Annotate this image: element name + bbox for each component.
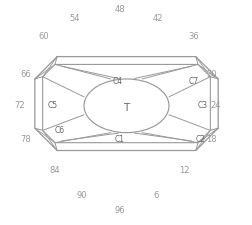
Text: C5: C5 — [47, 101, 57, 110]
Text: C1: C1 — [114, 135, 124, 144]
Text: C3: C3 — [197, 101, 207, 110]
Text: 18: 18 — [205, 135, 216, 144]
Text: T: T — [123, 103, 129, 113]
Text: 12: 12 — [179, 166, 189, 175]
Text: 84: 84 — [49, 166, 60, 175]
Text: 48: 48 — [114, 5, 124, 14]
Text: 36: 36 — [187, 32, 198, 41]
Text: 42: 42 — [152, 14, 162, 23]
Text: 60: 60 — [38, 32, 49, 41]
Text: 54: 54 — [70, 14, 80, 23]
Text: C6: C6 — [54, 126, 64, 135]
Text: 90: 90 — [76, 191, 87, 200]
Text: C7: C7 — [188, 77, 198, 86]
Text: 6: 6 — [152, 191, 158, 200]
Text: 24: 24 — [210, 101, 220, 110]
Text: 72: 72 — [14, 101, 24, 110]
Text: C4: C4 — [112, 77, 122, 86]
Text: C2: C2 — [195, 135, 204, 144]
Text: 96: 96 — [114, 206, 124, 215]
Text: 30: 30 — [205, 70, 216, 79]
Text: 78: 78 — [20, 135, 31, 144]
Text: 66: 66 — [20, 70, 31, 79]
